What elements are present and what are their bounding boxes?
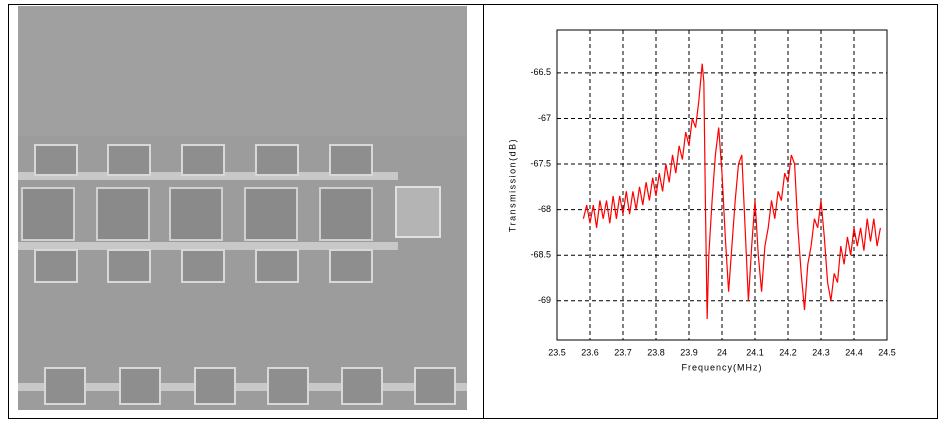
x-tick-label: 24: [717, 347, 727, 357]
x-tick-label: 24.4: [845, 347, 863, 357]
sem-electrode: [169, 187, 223, 241]
y-axis-title: Transmission(dB): [507, 138, 517, 232]
table-border: [8, 4, 938, 419]
data-line: [582, 63, 881, 320]
sem-electrode: [21, 187, 75, 241]
sem-pad: [107, 144, 151, 176]
sem-image: [18, 6, 467, 410]
sem-pad: [341, 367, 383, 405]
x-tick-label: 23.5: [548, 347, 566, 357]
x-tick-label: 24.1: [746, 347, 764, 357]
x-axis-title: Frequency(MHz): [681, 362, 762, 372]
sem-rail: [18, 383, 467, 391]
sem-pad: [34, 249, 78, 283]
sem-pad: [119, 367, 161, 405]
y-tick-label: -68.5: [530, 250, 551, 260]
sem-electrode: [244, 187, 298, 241]
sem-pad: [107, 249, 151, 283]
sem-pad: [44, 367, 86, 405]
y-tick-label: -69: [538, 295, 551, 305]
sem-pad: [34, 144, 78, 176]
sem-electrode: [319, 187, 373, 241]
sem-pad: [267, 367, 309, 405]
sem-pad: [414, 367, 456, 405]
right-cell: [483, 4, 938, 419]
sem-pad: [255, 249, 299, 283]
x-tick-label: 23.7: [614, 347, 632, 357]
sem-shade: [18, 6, 467, 136]
sem-rail: [18, 242, 398, 250]
sem-pad: [194, 367, 236, 405]
sem-electrode: [395, 186, 441, 238]
y-tick-label: -67: [538, 113, 551, 123]
x-tick-label: 23.9: [680, 347, 698, 357]
x-tick-label: 23.8: [647, 347, 665, 357]
sem-pad: [255, 144, 299, 176]
y-tick-label: -68: [538, 204, 551, 214]
x-tick-label: 24.3: [812, 347, 830, 357]
x-tick-label: 24.5: [878, 347, 896, 357]
sem-pad: [181, 144, 225, 176]
x-tick-label: 23.6: [581, 347, 599, 357]
sem-pad: [181, 249, 225, 283]
sem-pad: [329, 249, 373, 283]
x-tick-label: 24.2: [779, 347, 797, 357]
sem-pad: [329, 144, 373, 176]
y-tick-label: -67.5: [530, 158, 551, 168]
sem-electrode: [96, 187, 150, 241]
y-tick-label: -66.5: [530, 67, 551, 77]
